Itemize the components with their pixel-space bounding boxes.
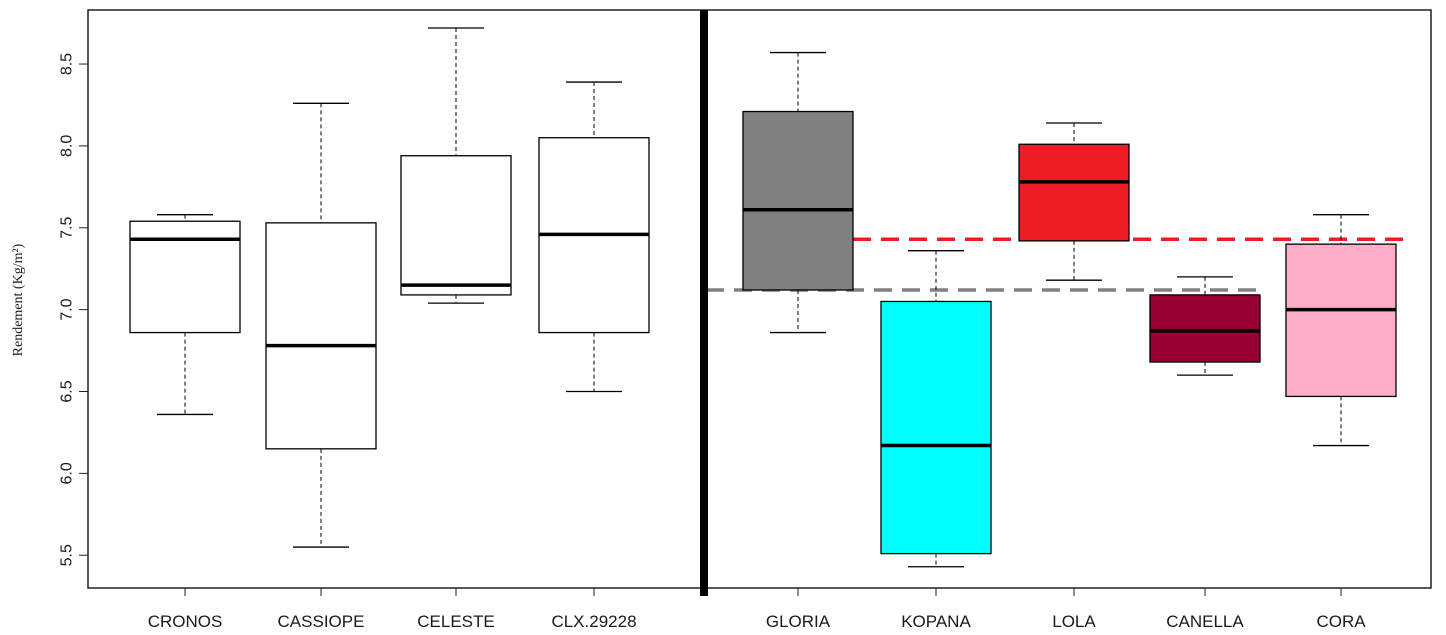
y-tick-label: 5.5 [59, 544, 76, 566]
box-cora [1285, 214, 1397, 447]
box-rect [742, 110, 854, 291]
y-tick-label: 7.5 [59, 217, 76, 239]
box-rect [1018, 143, 1130, 242]
boxes [129, 27, 1397, 568]
y-tick-label: 6.0 [59, 462, 76, 484]
y-tick-label: 8.5 [59, 53, 76, 75]
box-rect [1149, 294, 1261, 363]
x-tick-label: CASSIOPE [278, 612, 365, 631]
box-kopana [880, 250, 992, 568]
x-axis: CRONOS CASSIOPE CELESTE CLX.29228 GLORIA KOPA… [148, 588, 1366, 631]
box-cronos [129, 214, 241, 416]
box-gloria [742, 51, 854, 334]
x-tick-label: KOPANA [901, 612, 971, 631]
x-tick-label: CELESTE [417, 612, 494, 631]
y-tick-label: 7.0 [59, 298, 76, 320]
y-axis: 5.5 6.0 6.5 7.0 7.5 8.0 8.5 [59, 53, 89, 566]
box-lola [1018, 122, 1130, 281]
y-tick-label: 6.5 [59, 380, 76, 402]
box-rect [1285, 243, 1397, 398]
x-tick-label: CORA [1316, 612, 1366, 631]
x-tick-label: GLORIA [766, 612, 831, 631]
y-axis-label: Rendement (Kg/m²) [11, 243, 26, 356]
box-cassiope [265, 102, 377, 548]
box-clx-29228 [538, 81, 650, 393]
box-canella [1149, 276, 1261, 376]
x-tick-label: LOLA [1052, 612, 1096, 631]
box-rect [400, 155, 512, 296]
x-tick-label: CLX.29228 [551, 612, 636, 631]
box-rect [265, 222, 377, 450]
x-tick-label: CRONOS [148, 612, 223, 631]
x-tick-label: CANELLA [1166, 612, 1244, 631]
y-tick-label: 8.0 [59, 135, 76, 157]
box-rect [880, 300, 992, 555]
box-celeste [400, 27, 512, 304]
